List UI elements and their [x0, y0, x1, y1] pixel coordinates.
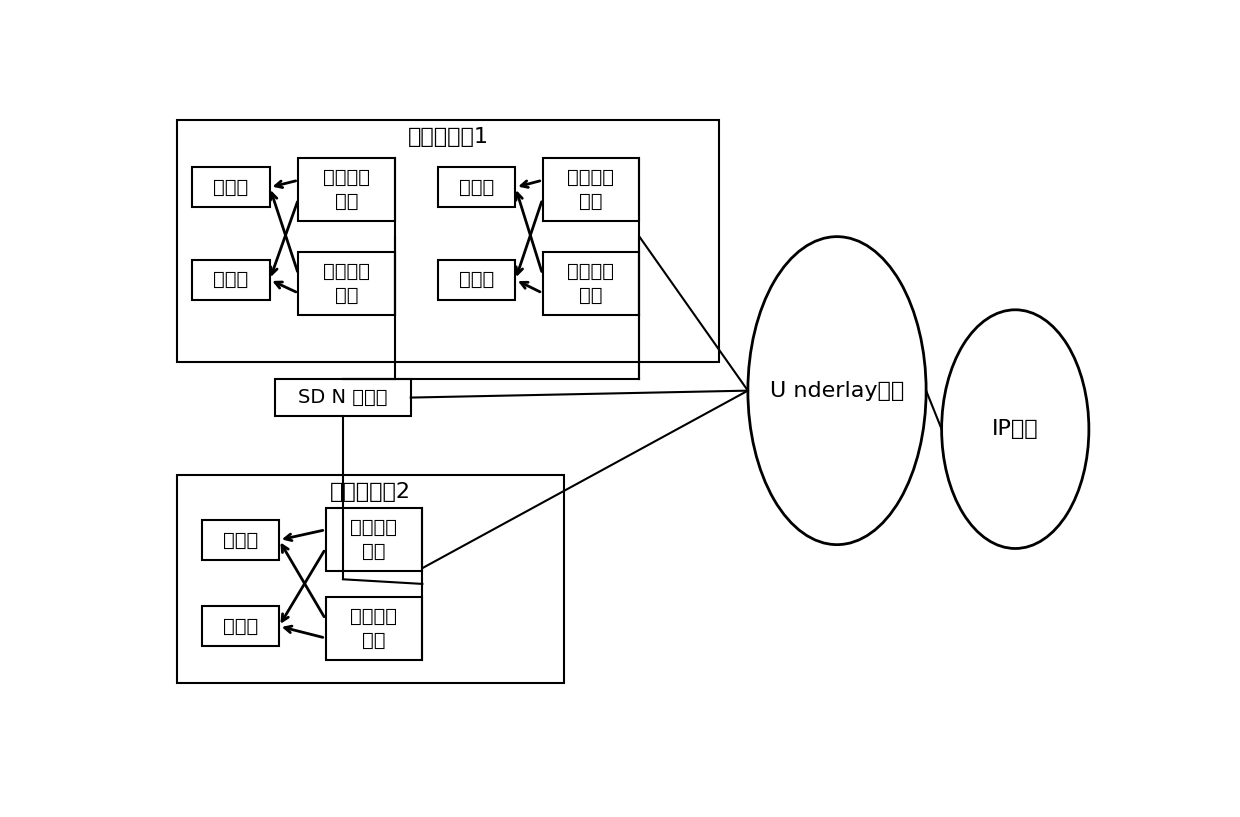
Bar: [438, 260, 516, 300]
Bar: [192, 260, 270, 300]
Bar: [325, 507, 423, 571]
Text: 虚拟机: 虚拟机: [223, 530, 258, 550]
Bar: [275, 379, 410, 416]
Bar: [299, 158, 396, 221]
Text: 虚拟机: 虚拟机: [223, 617, 258, 636]
Bar: [325, 597, 423, 660]
Text: 物理服务器1: 物理服务器1: [408, 127, 489, 146]
Bar: [201, 520, 279, 560]
Ellipse shape: [941, 310, 1089, 548]
Bar: [192, 167, 270, 208]
Text: 虚拟机: 虚拟机: [213, 178, 248, 197]
Text: IP网络: IP网络: [992, 419, 1039, 440]
Bar: [543, 252, 640, 315]
Ellipse shape: [748, 237, 926, 545]
Bar: [176, 119, 719, 362]
Text: 物理服务器2: 物理服务器2: [330, 482, 410, 502]
Text: 第一虚拟
网关: 第一虚拟 网关: [324, 168, 371, 211]
Bar: [543, 158, 640, 221]
Text: 虚拟机: 虚拟机: [213, 270, 248, 289]
Text: 第二虚拟
网关: 第二虚拟 网关: [568, 262, 615, 305]
Text: 虚拟机: 虚拟机: [459, 270, 495, 289]
Bar: [176, 475, 564, 683]
Bar: [299, 252, 396, 315]
Text: U nderlay网络: U nderlay网络: [770, 381, 904, 400]
Text: 第一虚拟
网关: 第一虚拟 网关: [351, 518, 398, 560]
Text: 虚拟机: 虚拟机: [459, 178, 495, 197]
Text: 第二虚拟
网关: 第二虚拟 网关: [351, 607, 398, 650]
Bar: [201, 606, 279, 646]
Text: SD N 控制器: SD N 控制器: [298, 388, 388, 407]
Text: 第二虚拟
网关: 第二虚拟 网关: [324, 262, 371, 305]
Text: 第一虚拟
网关: 第一虚拟 网关: [568, 168, 615, 211]
Bar: [438, 167, 516, 208]
